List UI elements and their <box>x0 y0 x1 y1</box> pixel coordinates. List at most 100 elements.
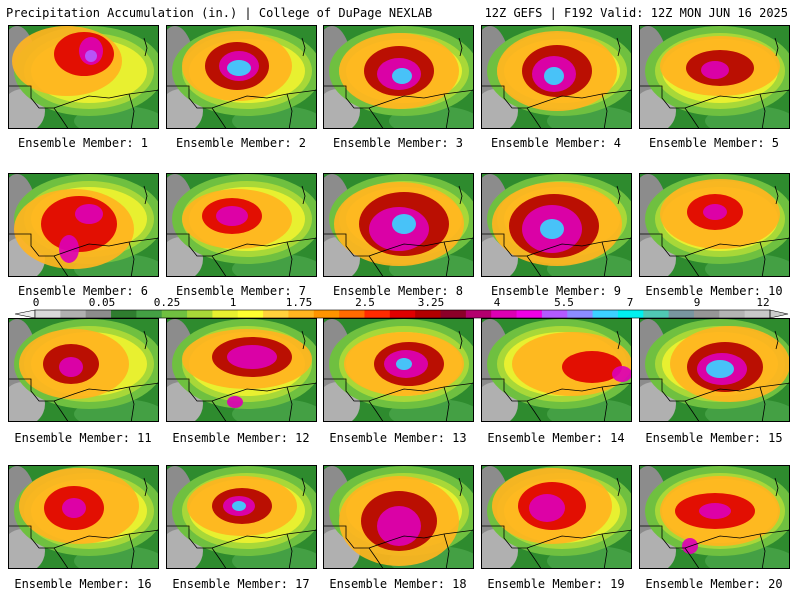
ensemble-member-label: Ensemble Member: 18 <box>329 577 467 591</box>
colorbar-swatch <box>516 310 543 318</box>
ensemble-member-label: Ensemble Member: 1 <box>17 136 149 150</box>
ensemble-member-map <box>323 173 474 277</box>
ensemble-member-map <box>639 25 790 129</box>
colorbar-tick-label: 3.25 <box>418 296 445 309</box>
colorbar-swatch <box>187 310 213 318</box>
precip-field <box>482 174 631 276</box>
ensemble-member-label: Ensemble Member: 12 <box>172 431 310 445</box>
colorbar-swatch <box>491 310 518 318</box>
ensemble-member-map <box>8 465 159 569</box>
colorbar-swatch <box>668 310 695 318</box>
ensemble-member-map <box>166 318 317 422</box>
precip-field <box>167 26 316 128</box>
ensemble-member-map <box>323 25 474 129</box>
colorbar-swatch <box>744 310 771 318</box>
colorbar-swatch <box>85 310 112 318</box>
colorbar-legend: 0 0.05 0.25 1 1.75 2.5 3.25 4 5.5 7 9 12 <box>14 296 789 319</box>
ensemble-member-label: Ensemble Member: 5 <box>648 136 780 150</box>
map-title: Precipitation Accumulation (in.) | Colle… <box>6 6 433 20</box>
ensemble-member-map <box>481 25 632 129</box>
ensemble-member-map <box>481 465 632 569</box>
colorbar-swatch <box>136 310 163 318</box>
ensemble-member-map <box>8 318 159 422</box>
colorbar-tick-label: 2.5 <box>355 296 375 309</box>
model-run-info: 12Z GEFS | F192 Valid: 12Z MON JUN 16 20… <box>484 6 788 20</box>
ensemble-member-map <box>8 25 159 129</box>
ensemble-member-label: Ensemble Member: 13 <box>329 431 467 445</box>
colorbar-tick-label: 0.05 <box>89 296 116 309</box>
colorbar-swatch <box>617 310 644 318</box>
colorbar-swatch <box>288 310 315 318</box>
colorbar-swatch <box>415 310 442 318</box>
colorbar-swatch <box>60 310 87 318</box>
precip-field <box>9 174 158 276</box>
colorbar-swatch <box>719 310 746 318</box>
ensemble-member-map <box>639 173 790 277</box>
ensemble-member-label: Ensemble Member: 3 <box>332 136 464 150</box>
colorbar-swatch <box>693 310 720 318</box>
colorbar-swatch <box>364 310 391 318</box>
colorbar-tick-label: 12 <box>756 296 769 309</box>
precip-field <box>640 319 789 421</box>
ensemble-member-map <box>166 173 317 277</box>
precip-field <box>640 174 789 276</box>
precip-field <box>167 174 316 276</box>
colorbar-swatch <box>339 310 365 318</box>
colorbar-tick-label: 1.75 <box>286 296 313 309</box>
colorbar-swatch <box>237 310 264 318</box>
ensemble-member-map <box>323 318 474 422</box>
colorbar-tick-label: 7 <box>627 296 634 309</box>
ensemble-member-label: Ensemble Member: 20 <box>645 577 783 591</box>
ensemble-member-label: Ensemble Member: 17 <box>172 577 310 591</box>
colorbar-swatch <box>35 310 61 318</box>
ensemble-member-label: Ensemble Member: 15 <box>645 431 783 445</box>
colorbar-swatch <box>592 310 619 318</box>
colorbar-swatch <box>567 310 594 318</box>
ensemble-member-label: Ensemble Member: 9 <box>490 284 622 298</box>
precip-field <box>324 466 473 568</box>
ensemble-member-map <box>481 318 632 422</box>
ensemble-member-label: Ensemble Member: 14 <box>487 431 625 445</box>
colorbar-swatch <box>541 310 568 318</box>
precip-field <box>167 466 316 568</box>
ensemble-member-label: Ensemble Member: 10 <box>645 284 783 298</box>
colorbar-swatch <box>263 310 289 318</box>
ensemble-member-label: Ensemble Member: 8 <box>332 284 464 298</box>
precip-field <box>9 319 158 421</box>
colorbar-swatch <box>440 310 467 318</box>
ensemble-member-label: Ensemble Member: 19 <box>487 577 625 591</box>
ensemble-member-map <box>8 173 159 277</box>
ensemble-member-label: Ensemble Member: 7 <box>175 284 307 298</box>
ensemble-member-map <box>639 318 790 422</box>
colorbar-swatch <box>212 310 239 318</box>
precip-field <box>324 26 473 128</box>
ensemble-member-label: Ensemble Member: 4 <box>490 136 622 150</box>
colorbar-right-arrow <box>769 309 789 319</box>
precip-field <box>324 319 473 421</box>
precip-field <box>640 466 789 568</box>
colorbar-tick-label: 1 <box>230 296 237 309</box>
colorbar-tick-label: 4 <box>494 296 501 309</box>
precip-field <box>482 319 631 421</box>
colorbar-swatch <box>111 310 137 318</box>
precip-field <box>9 466 158 568</box>
colorbar-left-arrow <box>14 309 36 319</box>
colorbar-swatch <box>465 310 492 318</box>
ensemble-member-label: Ensemble Member: 11 <box>14 431 152 445</box>
ensemble-member-label: Ensemble Member: 2 <box>175 136 307 150</box>
colorbar-swatch <box>313 310 340 318</box>
precip-field <box>482 26 631 128</box>
precip-field <box>167 319 316 421</box>
precip-field <box>482 466 631 568</box>
colorbar-tick-label: 0 <box>33 296 40 309</box>
ensemble-member-map <box>323 465 474 569</box>
ensemble-member-label: Ensemble Member: 6 <box>17 284 149 298</box>
precip-field <box>9 26 158 128</box>
colorbar-tick-label: 9 <box>694 296 701 309</box>
colorbar-swatch <box>389 310 416 318</box>
ensemble-member-map <box>166 25 317 129</box>
ensemble-member-map <box>166 465 317 569</box>
colorbar-tick-label: 5.5 <box>554 296 574 309</box>
colorbar-swatch <box>161 310 188 318</box>
ensemble-member-map <box>639 465 790 569</box>
